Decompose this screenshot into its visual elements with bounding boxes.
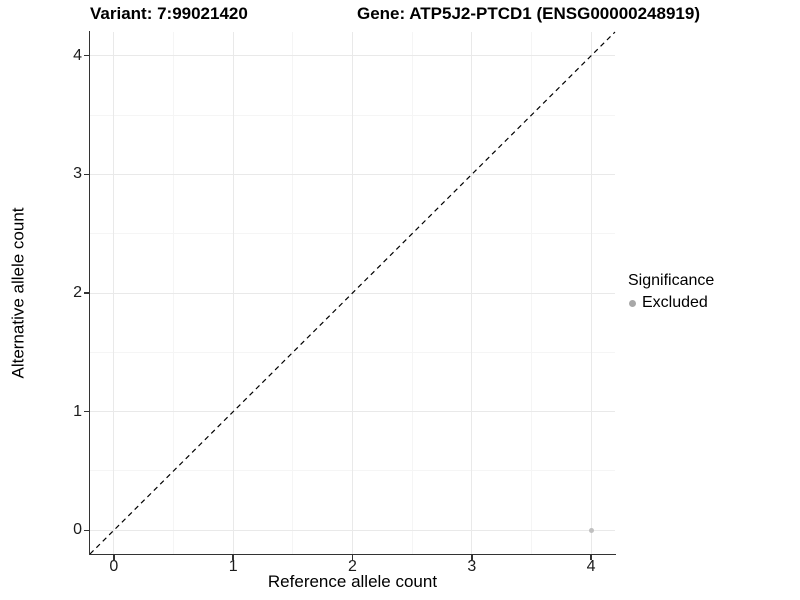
x-tick-label: 1 [228,558,238,575]
y-tick-label: 4 [73,46,82,64]
y-axis-line [88,31,90,555]
y-tick-mark [83,292,89,294]
y-tick-label: 1 [73,402,82,420]
y-axis-title-wrap: Alternative allele count [6,32,32,554]
x-axis-line [88,553,616,555]
x-tick-mark [232,555,234,560]
gridline-major-horizontal [90,411,615,413]
y-tick-mark [83,529,89,532]
y-tick-mark [83,410,89,413]
legend-point-icon [629,299,636,307]
x-tick-label: 3 [467,558,477,575]
legend: Significance Excluded [628,272,714,312]
data-point-excluded [588,527,594,533]
y-tick-mark [83,173,89,176]
gridline-major-horizontal [90,529,615,531]
legend-items: Excluded [628,294,714,312]
y-tick-label: 2 [73,284,82,301]
x-axis-title: Reference allele count [267,572,438,591]
x-tick-mark [351,555,354,560]
gene-title: Gene: ATP5J2-PTCD1 (ENSG00000248919) [357,4,700,23]
legend-item-label: Excluded [642,294,708,311]
y-axis-title: Alternative allele count [9,207,29,379]
x-tick-label: 4 [586,558,596,575]
variant-title: Variant: 7:99021420 [90,4,248,23]
plot-panel [89,31,616,555]
y-tick-label: 3 [73,165,82,183]
x-tick-label: 0 [109,558,119,575]
gridline-major-horizontal [90,55,615,57]
x-tick-label: 2 [348,558,357,575]
x-tick-mark [590,555,592,560]
x-tick-mark [471,555,473,560]
y-tick-label: 0 [73,521,82,539]
legend-item-excluded: Excluded [629,294,714,312]
identity-dashed-line [89,31,616,555]
legend-title: Significance [628,272,715,289]
y-tick-mark [83,54,89,57]
x-tick-mark [113,555,115,560]
gridline-major-horizontal [90,173,615,175]
